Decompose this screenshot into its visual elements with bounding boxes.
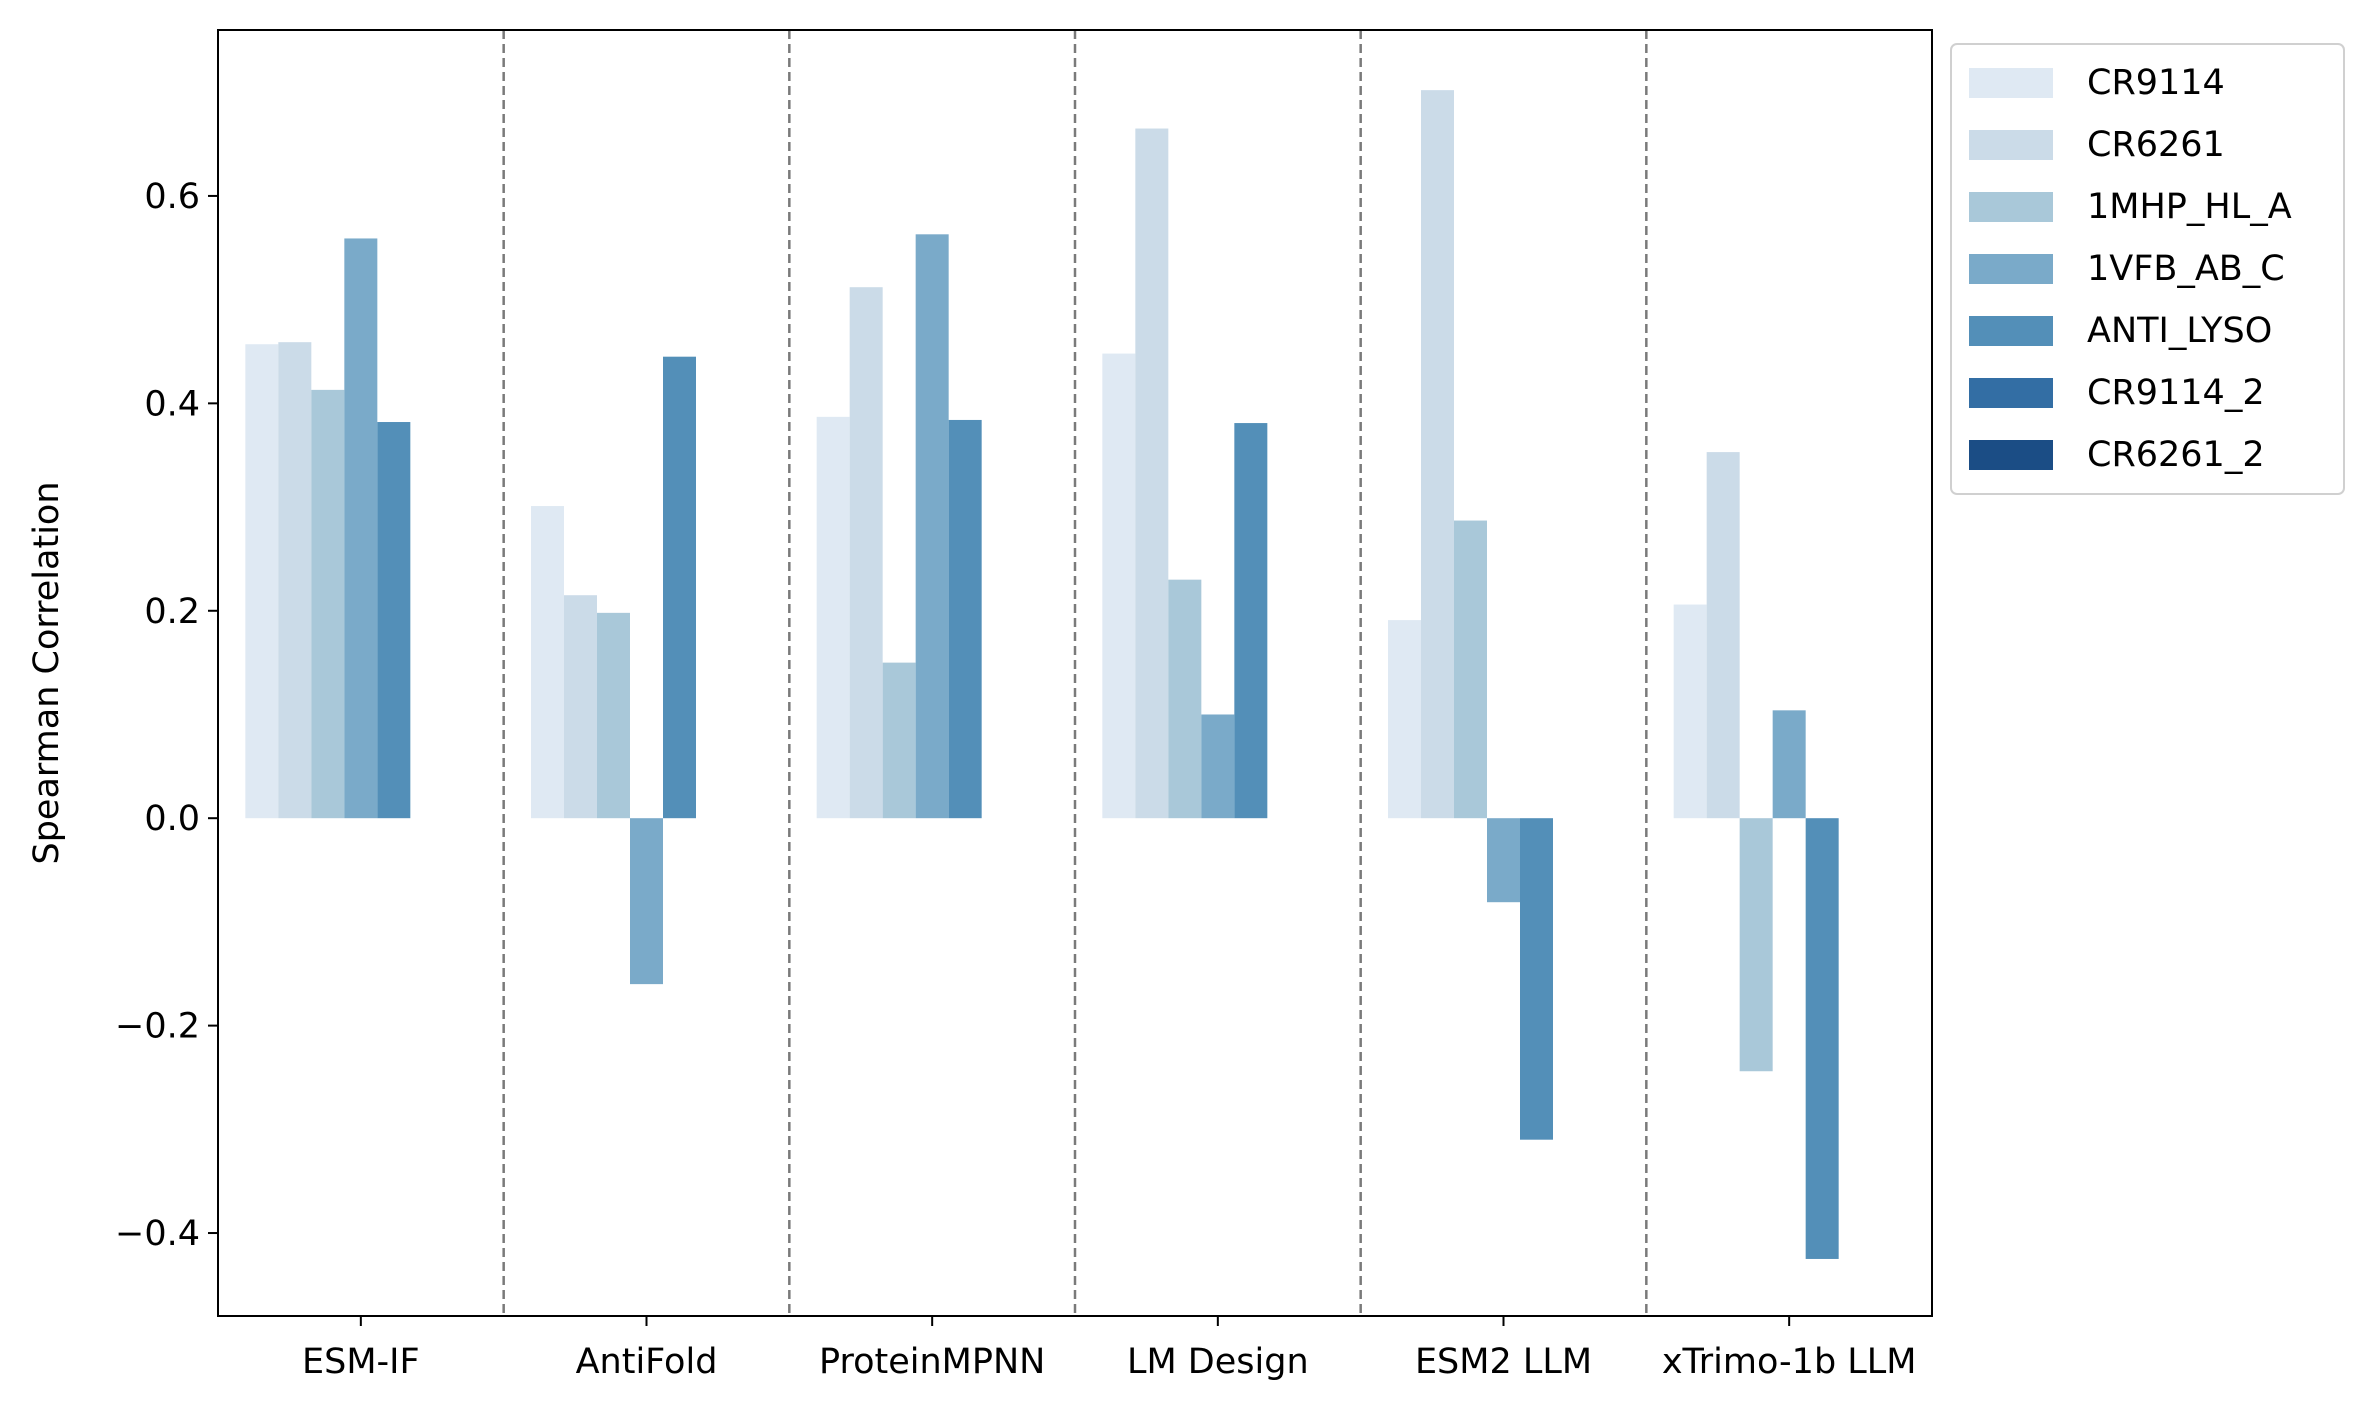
legend-swatch-cr9114 bbox=[1969, 68, 2053, 98]
bar-anti_lyso-3 bbox=[948, 419, 982, 819]
x-tick-label: AntiFold bbox=[576, 1342, 718, 1382]
bar-anti_lyso-6 bbox=[1805, 818, 1839, 1259]
y-tick-label: 0.2 bbox=[144, 592, 200, 632]
legend: CR9114 CR6261 1MHP_HL_A 1VFB_AB_C ANTI_LYSO C… bbox=[1950, 43, 2345, 495]
bar-cr6261-3 bbox=[849, 287, 883, 819]
y-tick-label: 0.0 bbox=[144, 799, 200, 839]
bar-anti_lyso-4 bbox=[1234, 423, 1268, 819]
group-separators bbox=[502, 30, 1648, 1316]
bar-1mhp_hl_a-5 bbox=[1454, 520, 1487, 819]
y-axis-label: Spearman Correlation bbox=[27, 481, 67, 864]
y-tick-label: −0.4 bbox=[115, 1214, 200, 1254]
bar-1vfb_ab_c-4 bbox=[1201, 714, 1235, 819]
bars-layer bbox=[245, 90, 1839, 1259]
bar-1vfb_ab_c-3 bbox=[915, 234, 949, 819]
legend-swatch-1mhp_hl_a bbox=[1969, 192, 2053, 222]
bar-cr6261-5 bbox=[1421, 90, 1454, 819]
bar-cr6261-2 bbox=[564, 595, 597, 819]
bar-1vfb_ab_c-5 bbox=[1487, 818, 1520, 903]
bar-cr6261-4 bbox=[1135, 128, 1169, 819]
legend-swatch-1vfb_ab_c bbox=[1969, 254, 2053, 284]
bar-1vfb_ab_c-2 bbox=[630, 818, 663, 985]
legend-label-1mhp_hl_a: 1MHP_HL_A bbox=[2087, 187, 2292, 227]
legend-swatch-cr9114_2 bbox=[1969, 378, 2053, 408]
legend-swatch-cr6261 bbox=[1969, 130, 2053, 160]
legend-label-anti_lyso: ANTI_LYSO bbox=[2087, 311, 2272, 351]
bar-1mhp_hl_a-4 bbox=[1168, 579, 1202, 819]
legend-label-cr6261: CR6261 bbox=[2087, 125, 2225, 165]
bar-1mhp_hl_a-6 bbox=[1739, 818, 1773, 1072]
legend-label-1vfb_ab_c: 1VFB_AB_C bbox=[2087, 249, 2285, 289]
bar-cr6261-6 bbox=[1706, 452, 1740, 819]
bar-cr9114-4 bbox=[1102, 353, 1136, 819]
x-tick-label: LM Design bbox=[1127, 1342, 1309, 1382]
bar-1vfb_ab_c-6 bbox=[1772, 710, 1806, 819]
bar-cr6261-1 bbox=[278, 342, 312, 819]
plot-frame bbox=[217, 29, 1933, 1317]
y-tick-label: 0.4 bbox=[144, 384, 200, 424]
y-tick-label: −0.2 bbox=[115, 1007, 200, 1047]
legend-swatch-cr6261_2 bbox=[1969, 440, 2053, 470]
bar-cr9114-3 bbox=[816, 416, 850, 819]
legend-label-cr6261_2: CR6261_2 bbox=[2087, 435, 2265, 475]
legend-swatch-anti_lyso bbox=[1969, 316, 2053, 346]
x-axis: ESM-IF AntiFold ProteinMPNN LM Design ESM2 L… bbox=[302, 1316, 1916, 1382]
bar-1mhp_hl_a-1 bbox=[311, 389, 345, 819]
bar-cr9114-1 bbox=[245, 344, 279, 819]
bar-cr9114-6 bbox=[1673, 604, 1707, 819]
y-axis: −0.4 −0.2 0.0 0.2 0.4 0.6 bbox=[115, 177, 218, 1254]
bar-1mhp_hl_a-3 bbox=[882, 662, 916, 819]
bar-1vfb_ab_c-1 bbox=[344, 238, 378, 819]
bar-1mhp_hl_a-2 bbox=[597, 612, 630, 819]
legend-label-cr9114: CR9114 bbox=[2087, 63, 2225, 103]
bar-cr9114-2 bbox=[531, 506, 564, 819]
y-tick-label: 0.6 bbox=[144, 177, 200, 217]
bar-cr9114-5 bbox=[1388, 620, 1421, 819]
bar-anti_lyso-5 bbox=[1520, 818, 1553, 1140]
x-tick-label: ProteinMPNN bbox=[819, 1342, 1045, 1382]
bar-anti_lyso-2 bbox=[663, 356, 696, 819]
bar-anti_lyso-1 bbox=[377, 422, 411, 819]
x-tick-label: ESM2 LLM bbox=[1415, 1342, 1592, 1382]
x-tick-label: xTrimo-1b LLM bbox=[1662, 1342, 1917, 1382]
legend-label-cr9114_2: CR9114_2 bbox=[2087, 373, 2265, 413]
x-tick-label: ESM-IF bbox=[302, 1342, 420, 1382]
